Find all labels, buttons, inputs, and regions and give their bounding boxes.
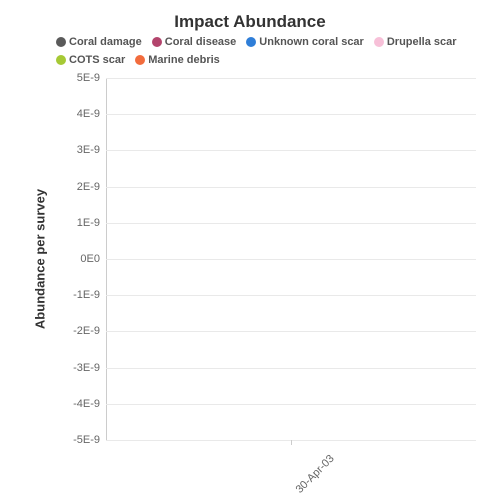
legend-label: Marine debris [148,54,220,66]
legend-label: Coral disease [165,36,237,48]
legend-item: COTS scar [56,54,125,66]
gridline [106,368,476,369]
legend-item: Coral damage [56,36,142,48]
y-tick-label: 3E-9 [77,144,106,156]
legend-label: COTS scar [69,54,125,66]
x-tick-mark [291,440,292,445]
chart-title: Impact Abundance [0,12,500,32]
legend-item: Marine debris [135,54,220,66]
legend-label: Coral damage [69,36,142,48]
legend-dot-icon [56,55,66,65]
y-axis-title: Abundance per survey [33,189,48,329]
y-tick-label: -5E-9 [73,434,106,446]
y-tick-label: 5E-9 [77,72,106,84]
gridline [106,295,476,296]
gridline [106,150,476,151]
y-tick-label: 1E-9 [77,217,106,229]
plot-area: 5E-94E-93E-92E-91E-90E0-1E-9-2E-9-3E-9-4… [106,78,476,440]
y-tick-label: -3E-9 [73,362,106,374]
legend-item: Drupella scar [374,36,457,48]
y-tick-label: -4E-9 [73,398,106,410]
gridline [106,404,476,405]
gridline [106,114,476,115]
legend-dot-icon [374,37,384,47]
legend-dot-icon [135,55,145,65]
gridline [106,223,476,224]
legend-item: Coral disease [152,36,237,48]
gridline [106,78,476,79]
legend-label: Drupella scar [387,36,457,48]
legend-dot-icon [56,37,66,47]
legend-dot-icon [246,37,256,47]
gridline [106,331,476,332]
y-tick-label: 4E-9 [77,108,106,120]
y-tick-label: -1E-9 [73,289,106,301]
legend: Coral damage Coral disease Unknown coral s… [56,36,476,66]
y-tick-label: -2E-9 [73,325,106,337]
y-tick-label: 2E-9 [77,181,106,193]
legend-dot-icon [152,37,162,47]
gridline [106,259,476,260]
legend-item: Unknown coral scar [246,36,364,48]
y-tick-label: 0E0 [80,253,106,265]
legend-label: Unknown coral scar [259,36,364,48]
gridline [106,187,476,188]
x-tick-label: 30-Apr-03 [281,440,337,496]
